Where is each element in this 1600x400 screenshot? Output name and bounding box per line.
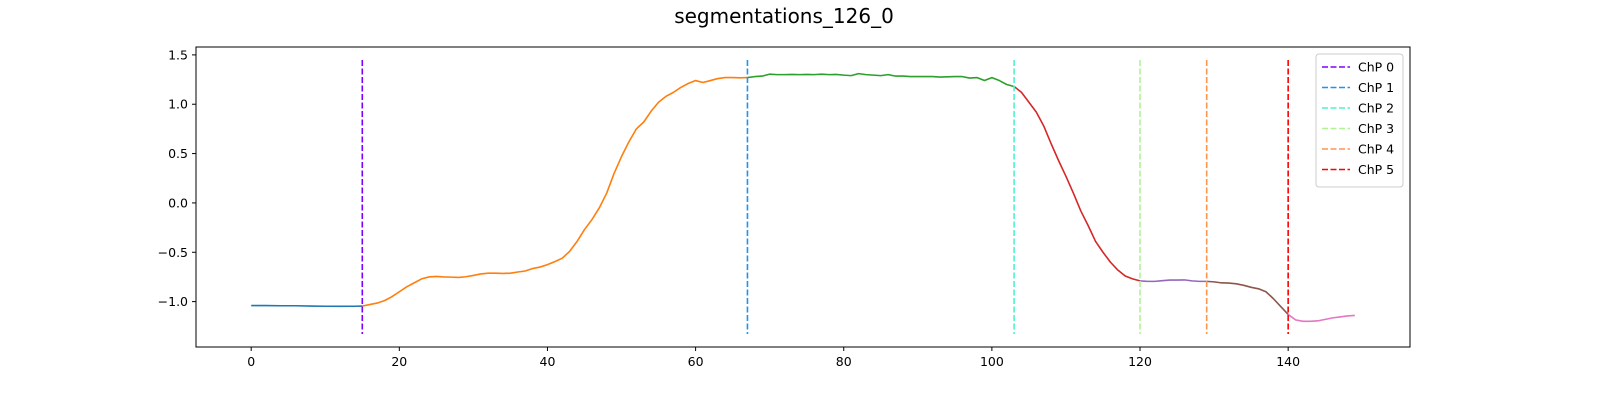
legend-box xyxy=(1315,53,1404,188)
series-segment-0 xyxy=(251,304,363,308)
series-segment-6 xyxy=(1287,313,1355,323)
legend-label: ChP 3 xyxy=(1358,121,1394,136)
x-tick-label: 120 xyxy=(1128,354,1152,369)
series-segment-1 xyxy=(362,76,748,307)
legend-label: ChP 4 xyxy=(1358,142,1394,157)
legend-label: ChP 5 xyxy=(1358,162,1394,177)
legend-label: ChP 2 xyxy=(1358,101,1394,116)
y-tick-label: −0.5 xyxy=(158,245,188,260)
series-segment-4 xyxy=(1139,279,1207,283)
y-tick-label: −1.0 xyxy=(158,294,188,309)
series-segment-5 xyxy=(1206,280,1289,315)
x-tick-label: 40 xyxy=(540,354,556,369)
x-tick-label: 80 xyxy=(836,354,852,369)
chart-title: segmentations_126_0 xyxy=(674,4,894,28)
x-tick-label: 140 xyxy=(1276,354,1300,369)
y-tick-label: 1.5 xyxy=(168,47,188,62)
x-tick-label: 100 xyxy=(980,354,1004,369)
legend: ChP 0 ChP 1 ChP 2 ChP 3 ChP 4 ChP 5 xyxy=(1315,53,1404,188)
y-tick-label: 0.0 xyxy=(168,195,188,210)
plot-area xyxy=(196,47,1410,347)
series-segment-3 xyxy=(1013,85,1141,282)
legend-label: ChP 1 xyxy=(1358,80,1394,95)
x-tick-label: 0 xyxy=(247,354,255,369)
legend-label: ChP 0 xyxy=(1358,60,1394,75)
series-segment-2 xyxy=(747,72,1015,88)
y-tick-label: 0.5 xyxy=(168,146,188,161)
plot-frame xyxy=(195,46,1411,348)
x-tick-label: 20 xyxy=(391,354,407,369)
x-tick-label: 60 xyxy=(688,354,704,369)
y-tick-label: 1.0 xyxy=(168,97,188,112)
